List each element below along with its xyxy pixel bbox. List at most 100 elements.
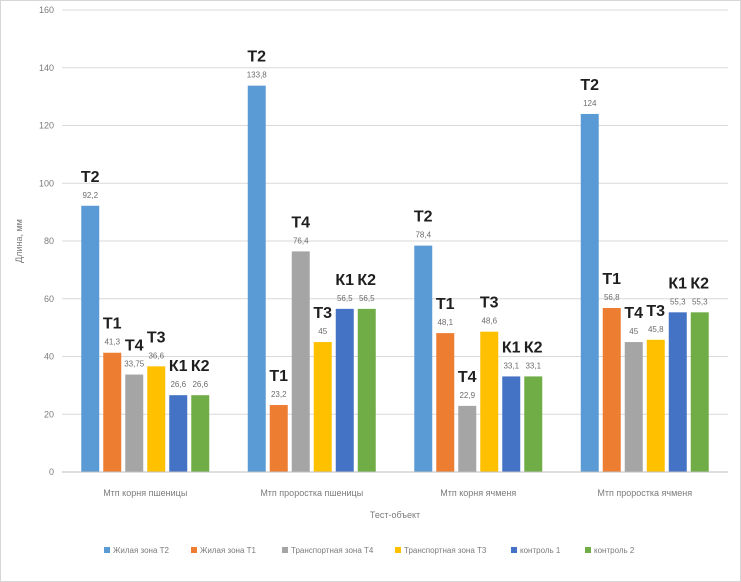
bar xyxy=(147,366,166,472)
data-label: 26,6 xyxy=(170,380,186,389)
data-label: 22,9 xyxy=(459,391,475,400)
y-tick-label: 20 xyxy=(44,409,54,419)
bar xyxy=(458,405,477,472)
legend-entry: контроль 1 xyxy=(520,546,561,555)
bar xyxy=(580,113,599,472)
data-label: 36,6 xyxy=(148,351,164,360)
bar-tag-label: Т4 xyxy=(291,214,310,231)
x-category-label: Мтп проростка пшеницы xyxy=(260,488,363,498)
bar-tag-label: Т3 xyxy=(147,329,166,346)
bar-tag-label: Т2 xyxy=(414,209,433,226)
data-label: 55,3 xyxy=(692,297,708,306)
data-label: 45 xyxy=(318,327,327,336)
bar-tag-label: К2 xyxy=(357,272,376,289)
bar xyxy=(291,251,310,472)
legend-entry: Жилая зона Т1 xyxy=(200,546,257,555)
bar-tag-label: Т2 xyxy=(580,77,599,94)
bar xyxy=(668,312,687,472)
data-label: 133,8 xyxy=(247,71,268,80)
data-label: 45 xyxy=(629,327,638,336)
bar-tag-label: К1 xyxy=(169,358,188,375)
data-label: 33,75 xyxy=(124,360,145,369)
bar-tag-label: К2 xyxy=(191,358,210,375)
y-tick-label: 140 xyxy=(39,63,54,73)
bar xyxy=(436,333,455,472)
legend-swatch xyxy=(511,547,517,553)
data-label: 56,5 xyxy=(359,294,375,303)
y-tick-label: 60 xyxy=(44,294,54,304)
data-label: 92,2 xyxy=(82,191,98,200)
data-label: 56,5 xyxy=(337,294,353,303)
bar-tag-label: К2 xyxy=(690,275,709,292)
data-label: 56,8 xyxy=(604,293,620,302)
data-label: 78,4 xyxy=(415,231,431,240)
bar xyxy=(313,342,332,472)
data-label: 124 xyxy=(583,99,597,108)
data-label: 41,3 xyxy=(104,338,120,347)
legend-swatch xyxy=(282,547,288,553)
bar xyxy=(125,374,144,472)
legend-swatch xyxy=(191,547,197,553)
bar xyxy=(502,376,521,472)
bar xyxy=(81,205,100,472)
bar-tag-label: Т1 xyxy=(269,368,288,385)
bar xyxy=(690,312,709,472)
legend-swatch xyxy=(395,547,401,553)
data-label: 26,6 xyxy=(192,380,208,389)
bar xyxy=(103,352,122,472)
bar xyxy=(480,331,499,472)
bar xyxy=(646,339,665,472)
x-category-label: Мтп корня пшеницы xyxy=(103,488,187,498)
y-tick-label: 160 xyxy=(39,5,54,15)
bar xyxy=(624,342,643,472)
bar-tag-label: Т4 xyxy=(624,305,643,322)
bar xyxy=(335,308,354,472)
bar-tag-label: К1 xyxy=(502,339,521,356)
x-category-label: Мтп корня ячменя xyxy=(440,488,516,498)
y-tick-label: 40 xyxy=(44,352,54,362)
bar-tag-label: Т1 xyxy=(602,271,621,288)
legend-entry: контроль 2 xyxy=(594,546,635,555)
bar-tag-label: Т3 xyxy=(313,305,332,322)
data-label: 23,2 xyxy=(271,390,287,399)
bar-tag-label: Т4 xyxy=(458,369,477,386)
bar xyxy=(602,307,621,472)
bar-tag-label: Т1 xyxy=(436,296,455,313)
data-label: 48,1 xyxy=(437,318,453,327)
bar-tag-label: К1 xyxy=(335,272,354,289)
bar-tag-label: Т3 xyxy=(480,295,499,312)
bar-tag-label: Т3 xyxy=(646,303,665,320)
bar xyxy=(414,245,433,472)
bar-tag-label: Т2 xyxy=(247,49,266,66)
bar xyxy=(169,395,188,472)
data-label: 48,6 xyxy=(481,317,497,326)
legend-entry: Жилая зона Т2 xyxy=(113,546,170,555)
bar xyxy=(247,85,266,472)
bar xyxy=(269,405,288,472)
y-axis-label: Длина, мм xyxy=(14,219,24,263)
bar xyxy=(524,376,543,472)
y-tick-label: 80 xyxy=(44,236,54,246)
bar-tag-label: Т2 xyxy=(81,169,100,186)
bar-tag-label: Т1 xyxy=(103,316,122,333)
data-label: 45,8 xyxy=(648,325,664,334)
y-tick-label: 0 xyxy=(49,467,54,477)
x-axis-label: Тест-объект xyxy=(370,510,420,520)
legend-entry: Транспортная зона Т4 xyxy=(291,546,374,555)
legend-swatch xyxy=(585,547,591,553)
y-tick-label: 100 xyxy=(39,178,54,188)
data-label: 33,1 xyxy=(525,361,541,370)
bar-tag-label: Т4 xyxy=(125,338,144,355)
data-label: 55,3 xyxy=(670,297,686,306)
y-tick-label: 120 xyxy=(39,121,54,131)
bar-tag-label: К1 xyxy=(668,275,687,292)
legend-entry: Транспортная зона Т3 xyxy=(404,546,487,555)
data-label: 76,4 xyxy=(293,236,309,245)
legend-swatch xyxy=(104,547,110,553)
data-label: 33,1 xyxy=(503,361,519,370)
x-category-label: Мтп проростка ячменя xyxy=(597,488,692,498)
bar xyxy=(357,308,376,472)
